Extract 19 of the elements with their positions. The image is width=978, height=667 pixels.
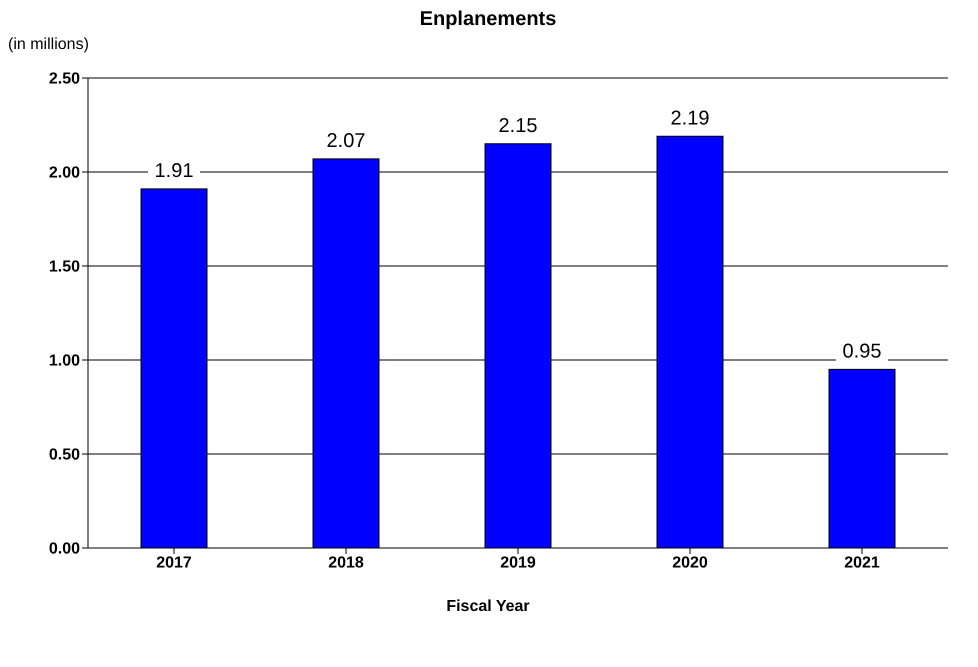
x-tick-label: 2020 [672, 554, 708, 572]
data-label: 0.95 [842, 340, 882, 362]
x-tick-label: 2021 [844, 554, 880, 572]
x-tick-label: 2018 [328, 554, 364, 572]
x-tick-label: 2019 [500, 554, 536, 572]
x-tick-label: 2017 [156, 554, 192, 572]
data-label: 1.91 [154, 160, 194, 182]
y-axis-title: (in millions) [8, 36, 90, 55]
y-tick-label: 1.50 [48, 258, 80, 276]
y-tick-label: 0.00 [48, 540, 80, 558]
data-label: 2.15 [498, 114, 538, 137]
y-tick-label: 2.50 [48, 70, 80, 88]
data-label: 2.07 [326, 130, 366, 152]
y-tick-label: 2.00 [48, 164, 80, 182]
y-tick-label: 0.50 [48, 446, 80, 464]
data-label: 2.19 [670, 107, 710, 130]
chart-title: Enplanements [418, 8, 558, 32]
x-axis-title: Fiscal Year [445, 598, 531, 616]
y-tick-label: 1.00 [48, 352, 80, 370]
